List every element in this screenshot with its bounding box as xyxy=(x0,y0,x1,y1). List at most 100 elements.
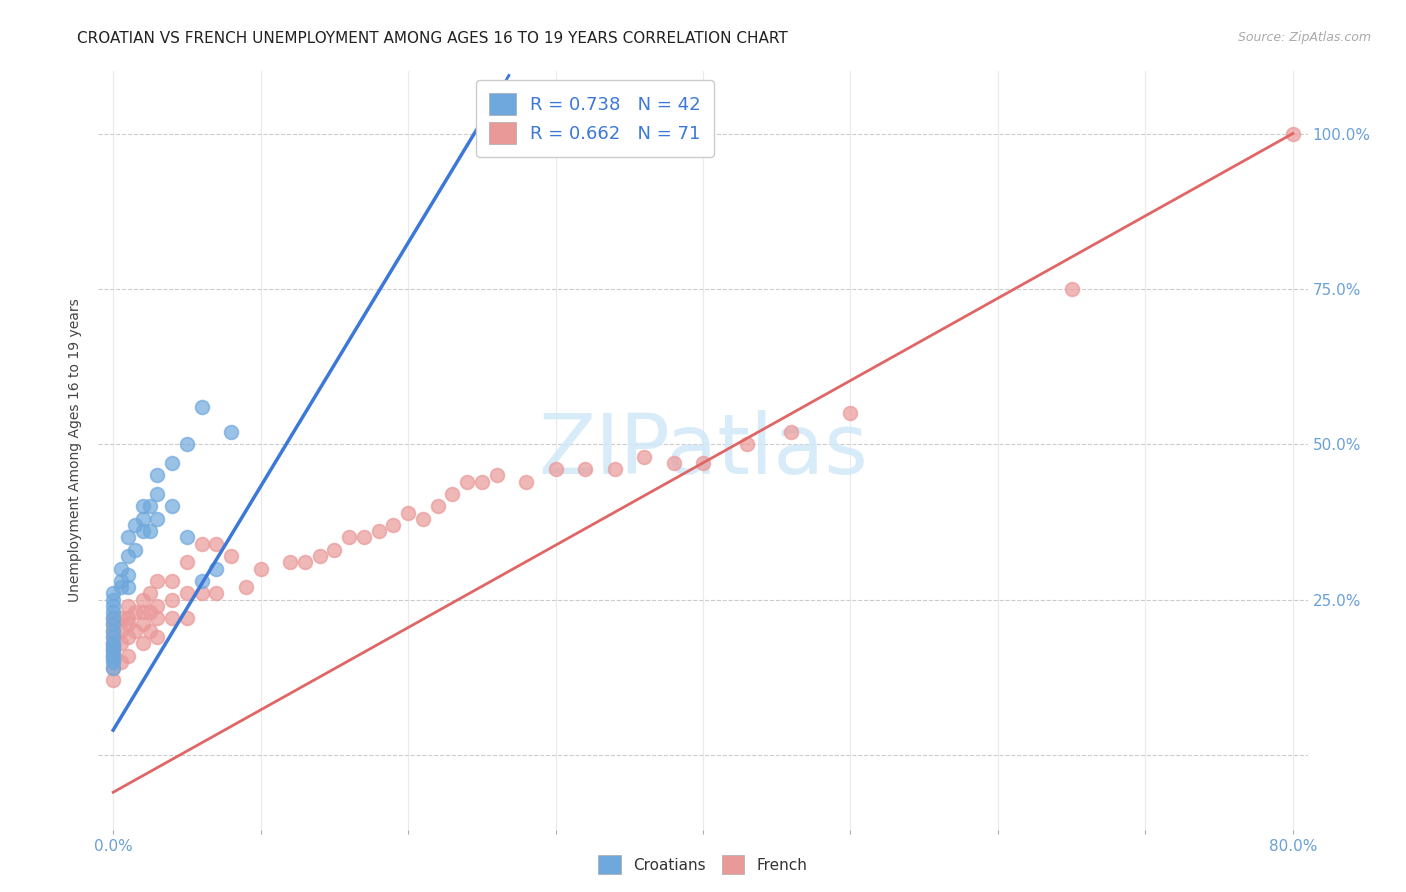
Point xyxy=(139,624,162,638)
Point xyxy=(139,524,162,539)
Point xyxy=(574,462,596,476)
Point xyxy=(101,642,124,657)
Point xyxy=(101,645,124,659)
Point xyxy=(101,586,124,600)
Point xyxy=(160,500,183,514)
Point xyxy=(131,500,153,514)
Point xyxy=(382,518,405,533)
Point xyxy=(101,661,124,675)
Point xyxy=(1282,127,1305,141)
Point xyxy=(101,651,124,665)
Point xyxy=(412,512,434,526)
Point xyxy=(101,636,124,650)
Point xyxy=(780,425,803,439)
Point xyxy=(662,456,685,470)
Point xyxy=(515,127,537,141)
Point xyxy=(117,611,139,625)
Point xyxy=(131,617,153,632)
Point xyxy=(110,636,132,650)
Point xyxy=(110,574,132,588)
Point xyxy=(205,561,228,575)
Point xyxy=(110,580,132,594)
Point xyxy=(249,561,271,575)
Point xyxy=(101,611,124,625)
Point xyxy=(426,500,449,514)
Point xyxy=(471,475,494,489)
Point xyxy=(219,549,242,563)
Point xyxy=(176,586,198,600)
Point xyxy=(131,512,153,526)
Point xyxy=(235,580,257,594)
Point xyxy=(219,425,242,439)
Point xyxy=(839,406,862,420)
Point xyxy=(117,549,139,563)
Point xyxy=(124,605,146,619)
Point xyxy=(146,512,169,526)
Point xyxy=(117,617,139,632)
Point xyxy=(323,542,346,557)
Point xyxy=(278,555,301,569)
Point xyxy=(146,599,169,613)
Point xyxy=(101,642,124,657)
Point xyxy=(735,437,758,451)
Point xyxy=(205,537,228,551)
Point xyxy=(131,636,153,650)
Point xyxy=(101,624,124,638)
Point xyxy=(110,655,132,669)
Point xyxy=(308,549,330,563)
Text: CROATIAN VS FRENCH UNEMPLOYMENT AMONG AGES 16 TO 19 YEARS CORRELATION CHART: CROATIAN VS FRENCH UNEMPLOYMENT AMONG AG… xyxy=(77,31,789,46)
Point xyxy=(101,599,124,613)
Point xyxy=(117,630,139,644)
Point xyxy=(1060,282,1083,296)
Point xyxy=(101,636,124,650)
Point xyxy=(110,624,132,638)
Point xyxy=(176,611,198,625)
Point xyxy=(131,524,153,539)
Point xyxy=(117,531,139,545)
Point xyxy=(101,611,124,625)
Point xyxy=(101,648,124,663)
Legend: R = 0.738   N = 42, R = 0.662   N = 71: R = 0.738 N = 42, R = 0.662 N = 71 xyxy=(477,80,714,157)
Point xyxy=(337,531,360,545)
Point xyxy=(146,630,169,644)
Text: Source: ZipAtlas.com: Source: ZipAtlas.com xyxy=(1237,31,1371,45)
Point xyxy=(101,639,124,653)
Point xyxy=(139,605,162,619)
Point xyxy=(515,475,537,489)
Point xyxy=(110,561,132,575)
Point xyxy=(160,456,183,470)
Point xyxy=(117,648,139,663)
Point xyxy=(603,462,626,476)
Point xyxy=(190,400,212,414)
Point xyxy=(124,518,146,533)
Point xyxy=(456,475,478,489)
Point xyxy=(101,661,124,675)
Point xyxy=(117,580,139,594)
Point xyxy=(131,605,153,619)
Point xyxy=(190,574,212,588)
Y-axis label: Unemployment Among Ages 16 to 19 years: Unemployment Among Ages 16 to 19 years xyxy=(69,299,83,602)
Point xyxy=(146,611,169,625)
Point xyxy=(124,542,146,557)
Point xyxy=(160,592,183,607)
Point xyxy=(190,586,212,600)
Point xyxy=(101,630,124,644)
Text: ZIPatlas: ZIPatlas xyxy=(538,410,868,491)
Legend: Croatians, French: Croatians, French xyxy=(592,849,814,880)
Point xyxy=(124,624,146,638)
Point xyxy=(110,611,132,625)
Point xyxy=(692,456,714,470)
Point xyxy=(131,592,153,607)
Point xyxy=(353,531,375,545)
Point xyxy=(146,487,169,501)
Point xyxy=(101,592,124,607)
Point xyxy=(101,617,124,632)
Point xyxy=(101,605,124,619)
Point xyxy=(117,567,139,582)
Point xyxy=(367,524,389,539)
Point xyxy=(101,648,124,663)
Point xyxy=(294,555,316,569)
Point xyxy=(101,617,124,632)
Point xyxy=(441,487,464,501)
Point xyxy=(139,500,162,514)
